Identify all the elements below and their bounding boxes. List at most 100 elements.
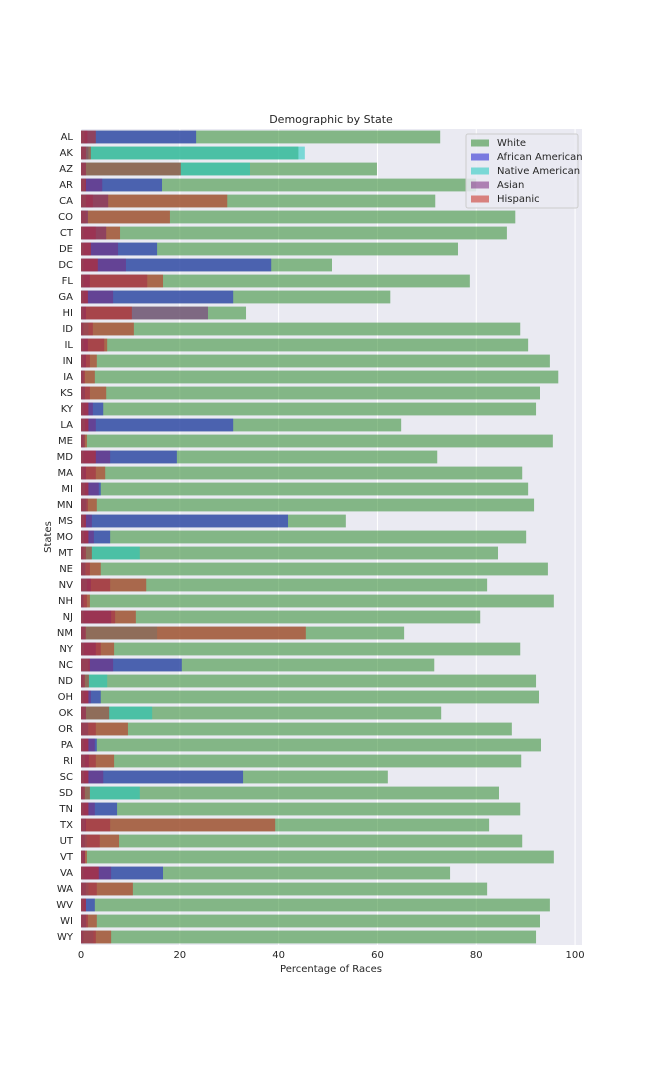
bar xyxy=(81,658,90,672)
legend-swatch xyxy=(471,167,489,175)
bar xyxy=(81,706,110,720)
bar xyxy=(81,210,170,224)
legend-swatch xyxy=(471,153,489,161)
bar xyxy=(81,786,499,800)
bar xyxy=(81,194,228,208)
bar xyxy=(81,418,89,432)
bar xyxy=(81,834,120,848)
bar xyxy=(81,178,477,192)
bar xyxy=(81,162,181,176)
bar xyxy=(81,322,134,336)
bar xyxy=(81,930,112,944)
bar xyxy=(81,498,97,512)
bar xyxy=(81,274,470,288)
bar xyxy=(81,226,507,240)
bar xyxy=(81,914,541,928)
y-tick-label: TN xyxy=(58,804,73,815)
y-tick-label: AZ xyxy=(59,164,73,175)
bar xyxy=(81,258,98,272)
y-tick-label: IN xyxy=(63,356,73,367)
bar xyxy=(81,530,527,544)
y-tick-label: SD xyxy=(59,788,73,799)
bar xyxy=(81,594,90,608)
y-tick-label: AR xyxy=(59,180,73,191)
bar xyxy=(81,306,132,320)
bar xyxy=(81,738,541,752)
bar xyxy=(81,178,103,192)
y-tick-label: KY xyxy=(61,404,74,415)
bar xyxy=(81,386,107,400)
y-tick-label: IA xyxy=(63,372,73,383)
y-tick-label: ND xyxy=(58,676,73,687)
x-tick-label: 100 xyxy=(566,950,585,961)
bar xyxy=(81,674,537,688)
bar xyxy=(81,226,121,240)
x-tick-label: 0 xyxy=(78,950,84,961)
legend-swatch xyxy=(471,181,489,189)
bar xyxy=(81,482,529,496)
bar xyxy=(81,354,97,368)
bar xyxy=(81,402,89,416)
bar xyxy=(81,146,305,160)
y-tick-label: LA xyxy=(60,420,73,431)
y-tick-label: AL xyxy=(61,132,74,143)
y-tick-label: MO xyxy=(57,532,74,543)
bar xyxy=(81,786,90,800)
y-tick-label: OK xyxy=(59,708,74,719)
y-tick-label: CO xyxy=(58,212,73,223)
bar xyxy=(81,786,140,800)
y-tick-label: WI xyxy=(60,916,73,927)
legend-swatch xyxy=(471,139,489,147)
bar xyxy=(81,274,164,288)
legend-label: Asian xyxy=(497,180,524,191)
bar xyxy=(81,610,481,624)
y-tick-label: MT xyxy=(58,548,74,559)
y-tick-label: RI xyxy=(63,756,73,767)
y-tick-label: ID xyxy=(62,324,73,335)
y-tick-label: NH xyxy=(58,596,73,607)
bar xyxy=(81,386,541,400)
y-tick-label: NV xyxy=(59,580,73,591)
y-tick-label: PA xyxy=(61,740,73,751)
y-tick-label: FL xyxy=(62,276,74,287)
bar xyxy=(81,482,89,496)
legend-label: White xyxy=(497,138,526,149)
y-tick-label: OR xyxy=(58,724,73,735)
y-tick-label: NE xyxy=(59,564,73,575)
bar xyxy=(81,466,523,480)
y-tick-label: OH xyxy=(58,692,73,703)
bar xyxy=(81,850,87,864)
bar xyxy=(81,578,488,592)
bar xyxy=(81,514,289,528)
bar xyxy=(81,850,554,864)
bar xyxy=(81,674,89,688)
y-tick-label: ME xyxy=(58,436,73,447)
x-tick-label: 40 xyxy=(272,950,285,961)
bar xyxy=(81,722,512,736)
y-tick-label: WA xyxy=(57,884,73,895)
legend-label: African American xyxy=(497,152,583,163)
y-tick-label: DC xyxy=(58,260,73,271)
bar xyxy=(81,130,96,144)
bar xyxy=(81,770,89,784)
y-tick-label: MN xyxy=(57,500,73,511)
bar xyxy=(81,370,95,384)
bar xyxy=(81,690,540,704)
bar xyxy=(81,754,522,768)
bar xyxy=(81,834,523,848)
bar xyxy=(81,722,128,736)
bar xyxy=(81,690,89,704)
bar xyxy=(81,146,91,160)
y-tick-label: KS xyxy=(60,388,73,399)
legend-box xyxy=(465,133,579,209)
bar xyxy=(81,338,108,352)
bar xyxy=(81,498,535,512)
bar xyxy=(81,290,234,304)
bar xyxy=(81,242,458,256)
y-tick-label: SC xyxy=(60,772,73,783)
y-tick-label: NC xyxy=(59,660,73,671)
bar xyxy=(81,242,91,256)
bar xyxy=(81,578,147,592)
bar xyxy=(81,706,442,720)
